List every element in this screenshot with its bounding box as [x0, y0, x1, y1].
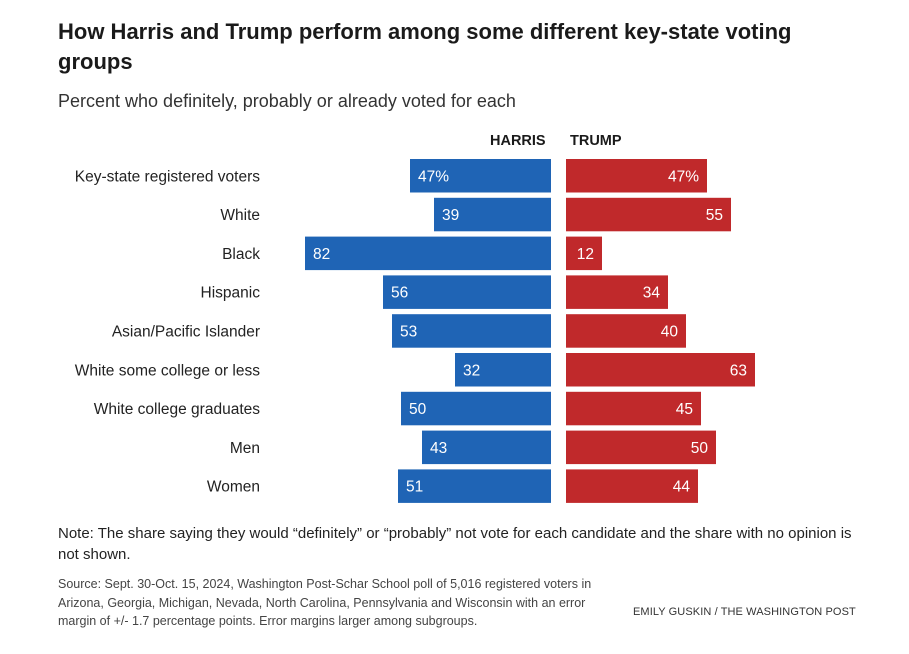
- harris-bar: [305, 236, 551, 271]
- trump-bar: [566, 391, 701, 426]
- harris-value-label: 39: [442, 207, 459, 224]
- trump-bar: [566, 353, 755, 387]
- trump-value-label: 40: [661, 323, 679, 340]
- chart-source: Source: Sept. 30-Oct. 15, 2024, Washingt…: [58, 577, 592, 628]
- harris-bar: [410, 159, 551, 193]
- harris-value-label: 32: [463, 362, 480, 379]
- trump-value-label: 12: [577, 246, 594, 263]
- category-label: Key-state registered voters: [75, 168, 260, 185]
- trump-value-label: 50: [691, 440, 709, 457]
- trump-bar: [566, 275, 668, 309]
- category-label: Men: [230, 440, 260, 457]
- trump-value-label: 63: [730, 362, 747, 379]
- harris-value-label: 47%: [418, 168, 449, 185]
- harris-bar: [434, 197, 551, 232]
- harris-value-label: 50: [409, 401, 427, 418]
- harris-bar: [383, 275, 551, 309]
- trump-bar: [566, 430, 716, 465]
- category-label: Asian/Pacific Islander: [112, 323, 260, 340]
- trump-bar: [566, 159, 707, 193]
- trump-value-label: 55: [706, 207, 723, 224]
- category-label: White: [220, 207, 260, 224]
- harris-column-header: HARRIS: [490, 133, 546, 149]
- harris-value-label: 51: [406, 479, 423, 496]
- harris-bar: [398, 469, 551, 503]
- trump-value-label: 45: [676, 401, 693, 418]
- trump-bar: [566, 314, 686, 348]
- category-label: White college graduates: [94, 401, 261, 418]
- category-label: White some college or less: [75, 362, 260, 379]
- harris-bar: [401, 391, 551, 426]
- chart-subtitle: Percent who definitely, probably or alre…: [58, 91, 516, 111]
- trump-bar: [566, 197, 731, 232]
- harris-value-label: 56: [391, 285, 408, 302]
- category-label: Women: [207, 479, 260, 496]
- trump-bar: [566, 236, 602, 271]
- category-label: Hispanic: [201, 285, 261, 302]
- category-label: Black: [222, 246, 260, 263]
- harris-value-label: 82: [313, 246, 330, 263]
- trump-value-label: 34: [643, 285, 661, 302]
- trump-value-label: 47%: [668, 168, 699, 185]
- harris-bar: [455, 353, 551, 387]
- chart-credit: EMILY GUSKIN / THE WASHINGTON POST: [633, 606, 856, 618]
- harris-bar: [422, 430, 551, 465]
- harris-bar: [392, 314, 551, 348]
- trump-value-label: 44: [673, 479, 691, 496]
- chart-note: Note: The share saying they would “defin…: [58, 525, 852, 563]
- chart-title: How Harris and Trump perform among some …: [58, 19, 792, 74]
- trump-column-header: TRUMP: [570, 133, 622, 149]
- harris-value-label: 43: [430, 440, 447, 457]
- trump-bar: [566, 469, 698, 503]
- harris-value-label: 53: [400, 323, 417, 340]
